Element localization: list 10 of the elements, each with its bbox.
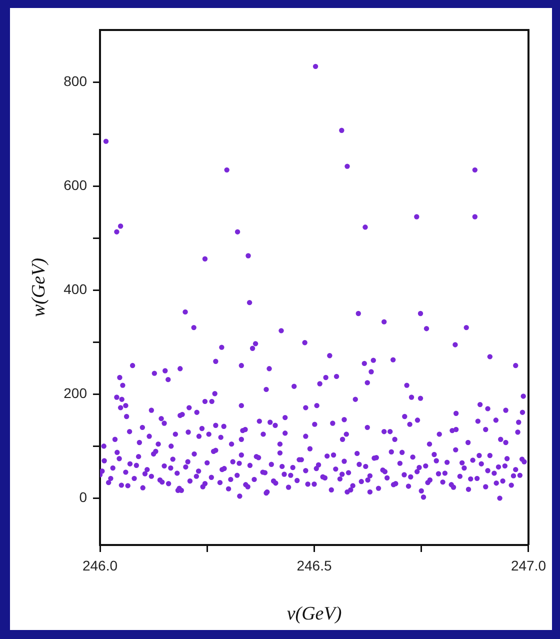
y-tick-label: 400 [64, 280, 88, 297]
x-tick-label: 246.5 [296, 557, 332, 574]
x-tick-label: 247.0 [510, 557, 546, 574]
y-tick-label: 0 [79, 489, 88, 506]
y-tick-label: 200 [64, 385, 88, 401]
y-axis-title: w(GeV) [28, 258, 50, 318]
y-tick-label: 800 [64, 72, 88, 89]
x-axis-title: v(GeV) [286, 604, 342, 625]
y-tick-label: 600 [64, 176, 88, 193]
x-tick-label: 246.0 [82, 557, 118, 574]
